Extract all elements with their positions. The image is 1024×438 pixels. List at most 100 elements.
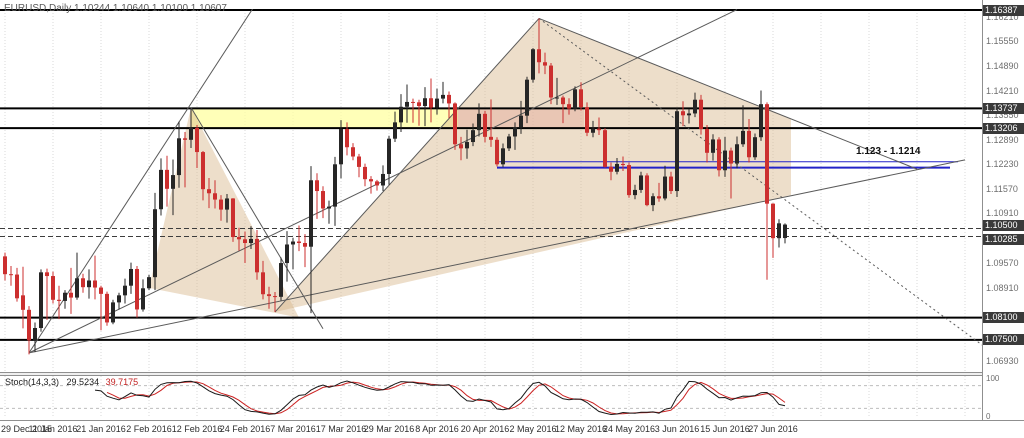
date-tick-label: 7 Mar 2016 (270, 424, 316, 434)
candle-body (645, 175, 649, 206)
price-level-tag: 1.10500 (983, 220, 1024, 232)
candle-body (141, 288, 145, 310)
candle-body (219, 199, 223, 210)
candle-body (567, 104, 571, 109)
time-axis[interactable]: 29 Dec 2015 11 Jan 2016 21 Jan 2016 2 Feb 2… (0, 421, 1024, 438)
candle-body (303, 243, 307, 247)
highlight-band[interactable] (191, 108, 458, 129)
candle-body (447, 94, 451, 104)
stoch-main-line (94, 380, 786, 416)
stoch-tick-label: 100 (986, 374, 1000, 383)
candle-body (225, 198, 229, 210)
candle-body (93, 280, 97, 288)
candle-body (495, 139, 499, 165)
candle-body (663, 176, 667, 199)
pane-separator[interactable] (0, 373, 1024, 375)
candle-body (525, 79, 529, 116)
candle-body (423, 98, 427, 107)
candle-body (597, 128, 601, 131)
date-tick-label: 8 Apr 2016 (415, 424, 459, 434)
price-tick-label: 1.12890 (986, 134, 1019, 145)
candle-body (411, 101, 415, 103)
trendline[interactable] (28, 159, 966, 354)
candle-body (555, 97, 559, 99)
candle-body (369, 179, 373, 182)
stoch-indicator-label: Stoch(14,3,3) 29.5234 39.7175 (5, 377, 138, 387)
date-tick-label: 2 Feb 2016 (126, 424, 172, 434)
candle-body (573, 89, 577, 109)
candle-body (243, 239, 247, 244)
candle-body (315, 180, 319, 192)
candle-body (693, 99, 697, 114)
candle-body (777, 223, 781, 239)
candle-body (33, 328, 37, 341)
candle-body (135, 268, 139, 310)
candle-body (213, 193, 217, 200)
stoch-pane[interactable] (0, 380, 982, 416)
candle-body (465, 142, 469, 149)
candle-body (783, 224, 787, 239)
candle-body (393, 122, 397, 139)
candle-body (759, 104, 763, 138)
price-level-tag: 1.07500 (983, 334, 1024, 346)
candle-body (699, 99, 703, 130)
candle-body (177, 138, 181, 176)
triangle-pattern[interactable] (149, 107, 299, 318)
candle-body (543, 62, 547, 66)
price-tick-label: 1.13550 (986, 110, 1019, 121)
candle-body (321, 191, 325, 209)
candle-body (237, 237, 241, 240)
price-tick-label: 1.14210 (986, 85, 1019, 96)
price-tick-label: 1.09570 (986, 258, 1019, 269)
candle-body (357, 156, 361, 167)
candle-body (159, 169, 163, 210)
price-tick-label: 1.12230 (986, 159, 1019, 170)
trendline[interactable] (538, 17, 918, 170)
candle-body (459, 144, 463, 149)
candle-body (45, 272, 49, 277)
candle-body (513, 127, 517, 137)
candle-body (171, 175, 175, 189)
candle-body (129, 268, 133, 286)
candle-body (747, 130, 751, 158)
candle-body (309, 180, 313, 247)
candle-body (327, 206, 331, 209)
stoch-name: Stoch(14,3,3) (5, 377, 60, 387)
shapes-layer[interactable] (149, 18, 791, 318)
candle-body (705, 129, 709, 153)
candle-body (483, 113, 487, 137)
candle-body (105, 293, 109, 323)
candle-body (741, 130, 745, 145)
candle-body (717, 139, 721, 171)
candle-body (15, 274, 19, 299)
trendline[interactable] (274, 18, 540, 313)
date-tick-label: 3 Jun 2016 (654, 424, 700, 434)
price-tick-label: 1.10910 (986, 208, 1019, 219)
date-tick-label: 12 May 2016 (554, 424, 608, 434)
candle-body (231, 198, 235, 238)
date-tick-label: 27 Jun 2016 (748, 424, 798, 434)
price-tick-label: 1.08910 (986, 282, 1019, 293)
candle-body (57, 299, 61, 301)
candle-body (417, 102, 421, 107)
candle-body (21, 295, 25, 310)
price-level-tag: 1.16387 (983, 4, 1024, 16)
date-tick-label: 29 Mar 2016 (363, 424, 415, 434)
trendline[interactable] (190, 107, 324, 330)
price-zone-annotation: 1.123 - 1.1214 (856, 146, 921, 157)
candle-body (669, 176, 673, 192)
candle-body (453, 103, 457, 145)
trendline[interactable] (538, 18, 1013, 367)
candle-body (351, 147, 355, 157)
candle-body (279, 263, 283, 297)
candle-body (339, 129, 343, 165)
candle-body (753, 137, 757, 158)
candle-body (267, 294, 271, 297)
triangle-pattern[interactable] (275, 18, 791, 313)
price-axis[interactable]: 1.16210 1.15550 1.14890 1.14210 1.13550 1.128… (983, 0, 1024, 420)
candle-body (561, 97, 565, 105)
candle-body (723, 150, 727, 171)
levels-layer[interactable] (0, 9, 982, 341)
